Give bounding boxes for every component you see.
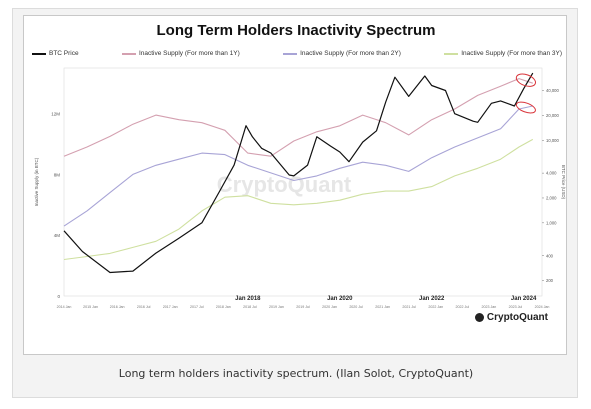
x-tick-label: 2017 Jan [163, 305, 178, 309]
x-major-label: Jan 2024 [511, 296, 537, 302]
y-left-tick-label: 4M [54, 233, 61, 238]
y-left-tick-label: 0 [57, 294, 60, 299]
legend-label-3y: Inactive Supply (For more than 3Y) [461, 50, 562, 57]
y-right-tick-label: 20,000 [546, 113, 559, 118]
y-right-tick-label: 2,000 [546, 196, 557, 201]
x-major-label: Jan 2020 [327, 296, 353, 302]
x-major-label: Jan 2018 [235, 296, 261, 302]
x-tick-label: 2021 Jan [375, 305, 390, 309]
logo-mark-icon [474, 313, 484, 322]
legend-swatch-3y [444, 52, 459, 55]
y-right-tick-label: 4,000 [546, 171, 557, 176]
legend-item-1y: Inactive Supply (For more than 1Y) [121, 50, 240, 57]
series-line-3y [63, 138, 534, 261]
figure-caption: Long term holders inactivity spectrum. (… [118, 367, 474, 380]
grid-layer [63, 67, 543, 297]
legend-label-btc: BTC Price [49, 50, 79, 57]
x-tick-label: 2024 Jan [535, 305, 550, 309]
cryptoquant-logo: CryptoQuant [474, 312, 548, 323]
y-right-tick-label: 400 [546, 253, 554, 258]
annotation-layer [515, 73, 536, 114]
x-tick-label: 2016 Jan [110, 305, 125, 309]
y-left-axis-title: Inactive Supply (in BTC) [34, 157, 39, 206]
legend-swatch-btc [32, 52, 46, 55]
axis-layer: 0 4M 8M 12M 40,000 20,000 10,000 4,000 2,000 1,00… [34, 88, 566, 309]
series-line-2y [63, 105, 533, 227]
x-tick-label: 2018 Jul [243, 305, 257, 309]
x-tick-label: 2020 Jul [349, 305, 363, 309]
logo-text: CryptoQuant [486, 312, 548, 323]
x-major-label: Jan 2022 [419, 296, 445, 302]
x-tick-label: 2014 Jan [57, 305, 72, 309]
x-tick-label: 2019 Jan [269, 305, 284, 309]
x-tick-label: 2018 Jan [216, 305, 231, 309]
legend-swatch-2y [283, 52, 298, 55]
highlight-circle-1y [515, 73, 536, 87]
legend-item-btc: BTC Price [32, 50, 79, 57]
x-tick-label: 2015 Jan [83, 305, 98, 309]
legend-swatch-1y [121, 52, 136, 55]
highlight-circle-2y [515, 101, 536, 114]
x-tick-label: 2016 Jul [137, 305, 151, 309]
legend-label-1y: Inactive Supply (For more than 1Y) [138, 50, 240, 57]
figure-frame: Long Term Holders Inactivity Spectrum BT… [12, 8, 578, 398]
y-right-tick-label: 1,000 [546, 220, 557, 225]
y-right-tick-label: 40,000 [546, 88, 559, 93]
chart-svg: CryptoQuant 0 4M 8M 12M 40,000 20,000 10,000 4,… [34, 67, 566, 309]
legend-label-2y: Inactive Supply (For more than 2Y) [300, 50, 401, 57]
x-tick-label: 2017 Jul [190, 305, 204, 309]
chart-panel: Long Term Holders Inactivity Spectrum BT… [23, 15, 567, 355]
y-left-tick-label: 8M [54, 172, 61, 177]
x-tick-label: 2019 Jul [296, 305, 310, 309]
plot-area-border [63, 67, 543, 297]
y-right-tick-label: 200 [546, 278, 554, 283]
legend-item-2y: Inactive Supply (For more than 2Y) [283, 50, 401, 57]
x-tick-label: 2022 Jan [428, 305, 443, 309]
x-tick-label: 2022 Jul [456, 305, 470, 309]
x-tick-label: 2021 Jul [402, 305, 416, 309]
x-tick-label: 2023 Jul [509, 305, 523, 309]
chart-title: Long Term Holders Inactivity Spectrum [156, 22, 436, 39]
series-line-1y [63, 78, 533, 157]
y-left-tick-label: 12M [51, 112, 60, 117]
series-layer [63, 72, 534, 274]
y-right-tick-label: 10,000 [546, 138, 559, 143]
watermark-text: CryptoQuant [217, 172, 352, 197]
x-tick-label: 2023 Jan [481, 305, 496, 309]
x-tick-label: 2020 Jan [322, 305, 337, 309]
series-line-btc [63, 72, 534, 274]
y-right-axis-title: BTC Price (USD) [561, 165, 566, 200]
legend-item-3y: Inactive Supply (For more than 3Y) [444, 50, 562, 57]
chart-legend: BTC Price Inactive Supply (For more than… [32, 50, 562, 57]
